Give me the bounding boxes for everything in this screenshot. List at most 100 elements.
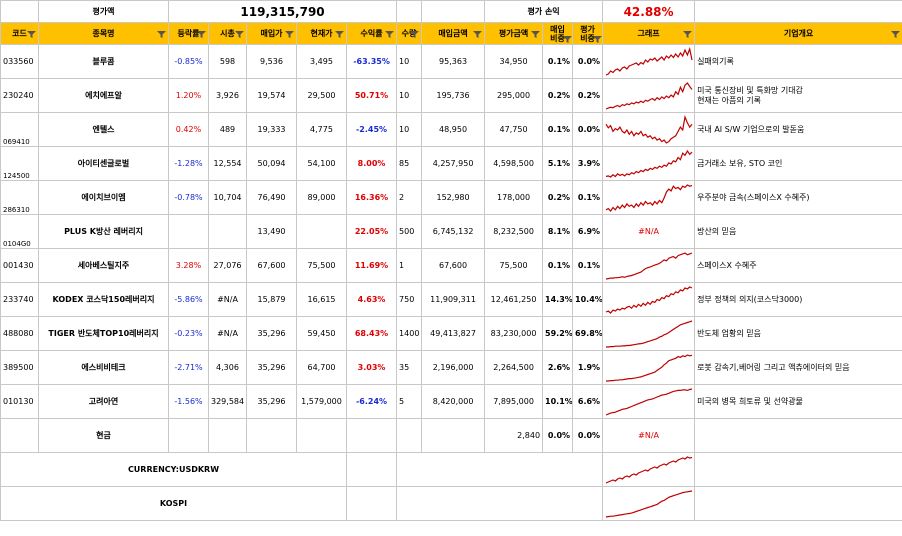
graph-cell[interactable] bbox=[602, 78, 696, 113]
mcap-cell[interactable]: 329,584 bbox=[208, 384, 247, 419]
code-cell[interactable]: 033560 bbox=[0, 44, 39, 79]
change-cell[interactable]: -2.71% bbox=[168, 350, 209, 385]
buy-price-cell[interactable]: 35,296 bbox=[246, 350, 297, 385]
overview-cell[interactable]: 방산의 믿음 bbox=[694, 214, 902, 249]
filter-icon[interactable] bbox=[157, 30, 166, 38]
eval-weight-cell[interactable]: 0.0% bbox=[572, 112, 604, 147]
change-cell[interactable]: -0.85% bbox=[168, 44, 209, 79]
name-cell[interactable]: TIGER 반도체TOP10레버리지 bbox=[38, 316, 169, 351]
name-cell[interactable]: KODEX 코스닥150레버리지 bbox=[38, 282, 169, 317]
eval-weight-cell[interactable]: 69.8% bbox=[572, 316, 604, 351]
change-cell[interactable]: -0.78% bbox=[168, 180, 209, 215]
eval-weight-cell[interactable]: 0.1% bbox=[572, 248, 604, 283]
return-cell[interactable]: 4.63% bbox=[345, 282, 398, 317]
eval-amt-cell[interactable]: 7,895,000 bbox=[484, 384, 544, 419]
eval-amt-cell[interactable]: 2,264,500 bbox=[484, 350, 544, 385]
return-cell[interactable]: 50.71% bbox=[345, 78, 398, 113]
qty-cell[interactable]: 1400 bbox=[396, 316, 423, 351]
graph-cell[interactable] bbox=[602, 248, 696, 283]
graph-cell[interactable] bbox=[602, 282, 696, 317]
filter-icon[interactable] bbox=[683, 30, 693, 38]
buy-price-cell[interactable]: 13,490 bbox=[246, 214, 297, 249]
buy-amt-cell[interactable]: 49,413,827 bbox=[421, 316, 486, 351]
mcap-cell[interactable]: 27,076 bbox=[208, 248, 247, 283]
code-cell[interactable]: 286310 bbox=[0, 180, 39, 215]
cur-price-cell[interactable]: 59,450 bbox=[296, 316, 347, 351]
buy-weight-cell[interactable]: 0.1% bbox=[542, 44, 574, 79]
header-code[interactable]: 코드 bbox=[0, 22, 39, 45]
code-cell[interactable]: 010130 bbox=[0, 384, 39, 419]
change-cell[interactable]: -0.23% bbox=[168, 316, 209, 351]
change-cell[interactable] bbox=[168, 214, 209, 249]
eval-weight-cell[interactable]: 6.9% bbox=[572, 214, 604, 249]
overview-cell[interactable]: 반도체 업황의 믿음 bbox=[694, 316, 902, 351]
header-name[interactable]: 종목명 bbox=[38, 22, 169, 45]
graph-cell[interactable] bbox=[602, 146, 696, 181]
graph-cell[interactable] bbox=[602, 316, 696, 351]
buy-price-cell[interactable]: 15,879 bbox=[246, 282, 297, 317]
header-cur-price[interactable]: 현재가 bbox=[296, 22, 347, 45]
buy-amt-cell[interactable]: 6,745,132 bbox=[421, 214, 486, 249]
mcap-cell[interactable]: 598 bbox=[208, 44, 247, 79]
cur-price-cell[interactable]: 1,579,000 bbox=[296, 384, 347, 419]
cur-price-cell[interactable]: 64,700 bbox=[296, 350, 347, 385]
overview-cell[interactable]: 금거래소 보유, STO 코인 bbox=[694, 146, 902, 181]
buy-amt-cell[interactable]: 11,909,311 bbox=[421, 282, 486, 317]
cash-label[interactable]: 현금 bbox=[38, 418, 169, 453]
qty-cell[interactable]: 5 bbox=[396, 384, 423, 419]
eval-weight-cell[interactable]: 0.2% bbox=[572, 78, 604, 113]
overview-cell[interactable]: 실패의기록 bbox=[694, 44, 902, 79]
pnl-label[interactable]: 평가 손익 bbox=[484, 0, 604, 23]
code-cell[interactable]: 069410 bbox=[0, 112, 39, 147]
name-cell[interactable]: 엔텔스 bbox=[38, 112, 169, 147]
header-overview[interactable]: 기업개요 bbox=[694, 22, 902, 45]
graph-cell[interactable] bbox=[602, 384, 696, 419]
filter-icon[interactable] bbox=[385, 30, 395, 38]
graph-cell[interactable] bbox=[602, 112, 696, 147]
cash-buy-weight[interactable]: 0.0% bbox=[542, 418, 574, 453]
qty-cell[interactable]: 10 bbox=[396, 78, 423, 113]
header-qty[interactable]: 수량 bbox=[396, 22, 423, 45]
filter-icon[interactable] bbox=[593, 35, 602, 43]
buy-price-cell[interactable]: 50,094 bbox=[246, 146, 297, 181]
header-eval-amt[interactable]: 평가금액 bbox=[484, 22, 544, 45]
buy-weight-cell[interactable]: 0.1% bbox=[542, 248, 574, 283]
mcap-cell[interactable]: 3,926 bbox=[208, 78, 247, 113]
cur-price-cell[interactable] bbox=[296, 214, 347, 249]
eval-value[interactable]: 119,315,790 bbox=[167, 0, 398, 23]
eval-amt-cell[interactable]: 295,000 bbox=[484, 78, 544, 113]
buy-amt-cell[interactable]: 195,736 bbox=[421, 78, 486, 113]
cur-price-cell[interactable]: 54,100 bbox=[296, 146, 347, 181]
name-cell[interactable]: 블루콤 bbox=[38, 44, 169, 79]
qty-cell[interactable]: 750 bbox=[396, 282, 423, 317]
change-cell[interactable]: 3.28% bbox=[168, 248, 209, 283]
qty-cell[interactable]: 85 bbox=[396, 146, 423, 181]
filter-icon[interactable] bbox=[473, 30, 483, 38]
name-cell[interactable]: 에이치브이엠 bbox=[38, 180, 169, 215]
change-cell[interactable]: -1.56% bbox=[168, 384, 209, 419]
buy-amt-cell[interactable]: 48,950 bbox=[421, 112, 486, 147]
graph-cell[interactable] bbox=[602, 180, 696, 215]
header-buy-amt[interactable]: 매입금액 bbox=[421, 22, 486, 45]
eval-weight-cell[interactable]: 0.0% bbox=[572, 44, 604, 79]
code-cell[interactable]: 124500 bbox=[0, 146, 39, 181]
filter-icon[interactable] bbox=[891, 30, 901, 38]
code-cell[interactable]: 233740 bbox=[0, 282, 39, 317]
eval-weight-cell[interactable]: 3.9% bbox=[572, 146, 604, 181]
qty-cell[interactable]: 2 bbox=[396, 180, 423, 215]
buy-price-cell[interactable]: 19,333 bbox=[246, 112, 297, 147]
eval-amt-cell[interactable]: 47,750 bbox=[484, 112, 544, 147]
pnl-value[interactable]: 42.88% bbox=[602, 0, 696, 23]
cash-graph-na[interactable]: #N/A bbox=[602, 418, 696, 453]
header-eval-weight[interactable]: 평가 비중 bbox=[572, 22, 604, 45]
mcap-cell[interactable]: #N/A bbox=[208, 282, 247, 317]
header-change[interactable]: 등락률 bbox=[168, 22, 209, 45]
kospi-label[interactable]: KOSPI bbox=[0, 486, 347, 521]
cur-price-cell[interactable]: 75,500 bbox=[296, 248, 347, 283]
name-cell[interactable]: 에스비비테크 bbox=[38, 350, 169, 385]
cash-eval-weight[interactable]: 0.0% bbox=[572, 418, 604, 453]
mcap-cell[interactable]: 489 bbox=[208, 112, 247, 147]
change-cell[interactable]: -5.86% bbox=[168, 282, 209, 317]
overview-cell[interactable]: 스페이스X 수혜주 bbox=[694, 248, 902, 283]
overview-cell[interactable]: 로봇 감속기,베어링 그리고 액츄에이터의 믿음 bbox=[694, 350, 902, 385]
